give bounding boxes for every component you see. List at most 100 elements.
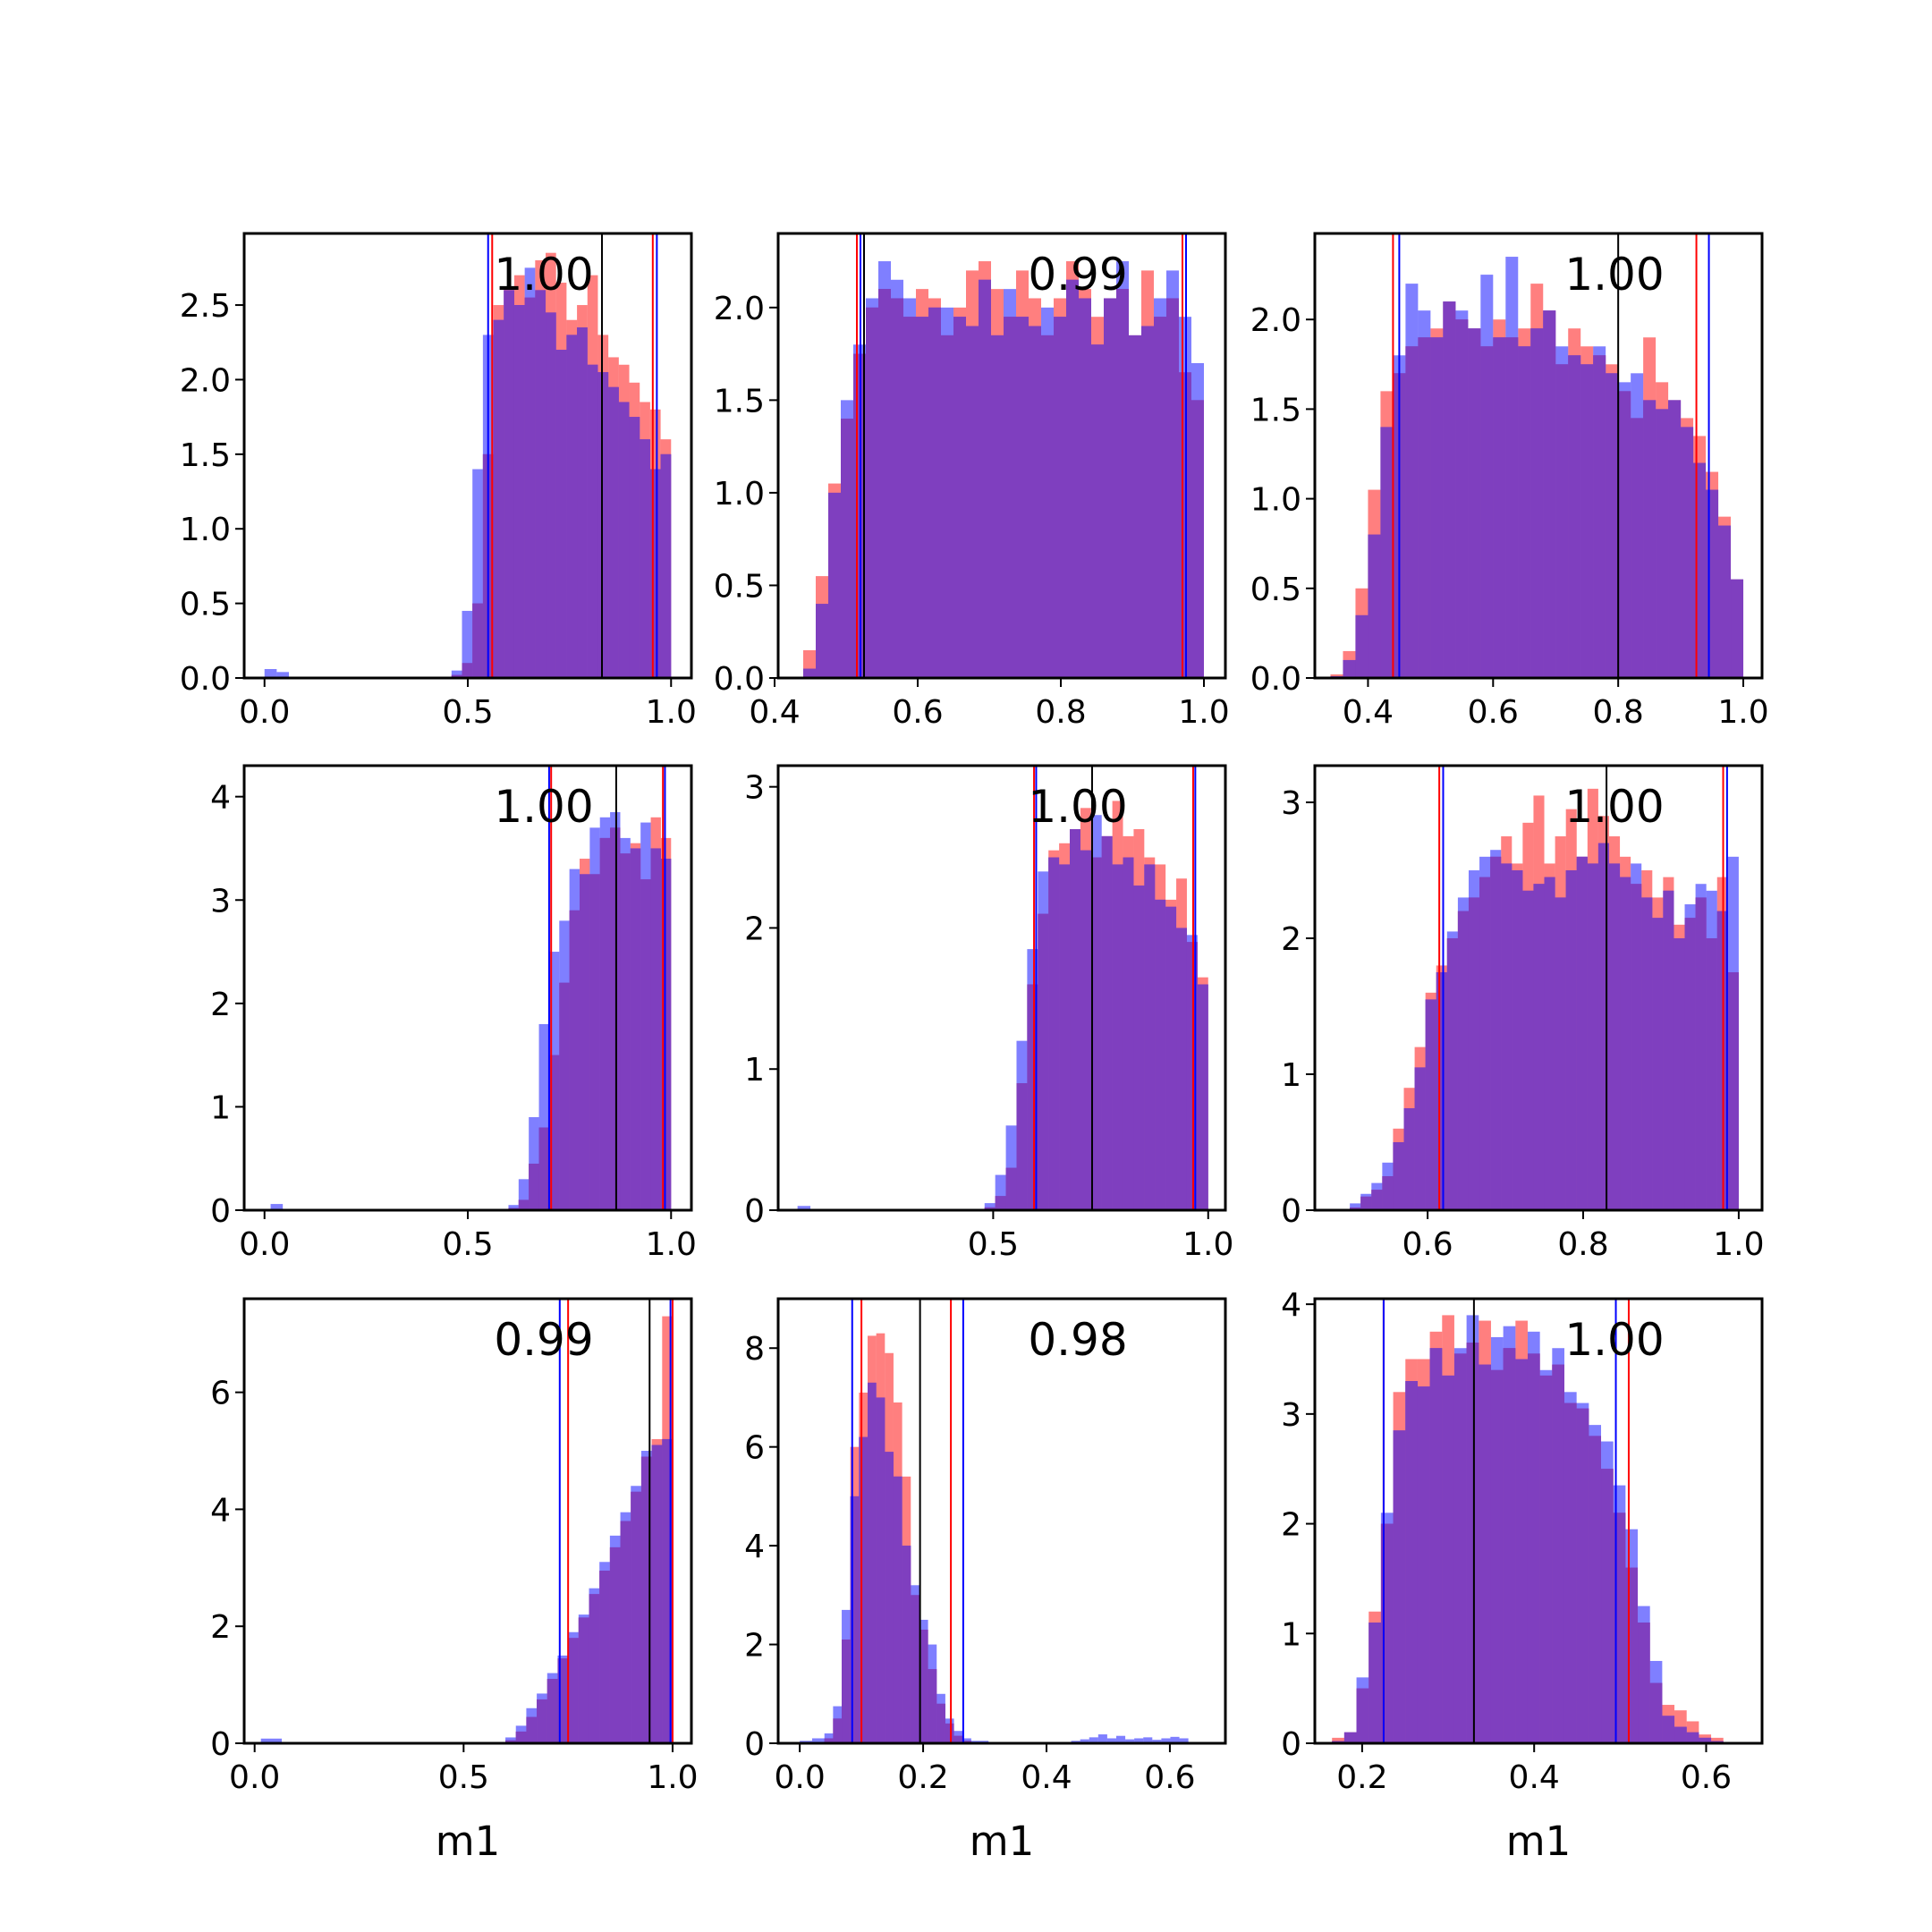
overlap-bar-28 (1154, 317, 1166, 678)
panel-8: 0.0 0.2 0.4 0.6 0 2 4 6 8 0.98 m1 (744, 1297, 1227, 1865)
y-tick-label: 4 (210, 1492, 231, 1529)
x-tick-label: 0.8 (1035, 694, 1086, 731)
overlap-bar-12 (631, 1491, 641, 1743)
overlap-bar-7 (1418, 337, 1431, 678)
overlap-bar-8 (1429, 1348, 1443, 1743)
panel-2: 0.4 0.6 0.8 1.0 0.0 0.5 1.0 1.5 2.0 0.99 (714, 232, 1230, 731)
overlap-bar-35 (1727, 972, 1739, 1210)
overlap-bar-15 (991, 335, 1004, 678)
y-tick-label: 0.5 (180, 587, 231, 623)
overlap-bar-10 (555, 350, 567, 678)
panel-9: 0.2 0.4 0.6 0 1 2 3 4 1.00 m1 (1281, 1287, 1764, 1865)
overlap-bar-12 (1479, 877, 1491, 1210)
overlap-bar-7 (1425, 999, 1436, 1210)
overlap-bar-18 (1552, 1364, 1564, 1743)
overlap-bar-29 (1693, 462, 1707, 678)
blue-low-bar-1 (276, 672, 289, 678)
x-tick-label: 0.2 (1336, 1759, 1387, 1796)
overlap-bar-24 (1625, 1567, 1639, 1743)
y-tick-label: 1 (210, 1089, 231, 1126)
overlap-bar-27 (1641, 897, 1653, 1210)
overlap-bar-4 (493, 319, 504, 678)
overlap-bar-18 (1029, 326, 1041, 678)
y-tick-label: 0 (1281, 1726, 1301, 1763)
axes-frame (1313, 232, 1764, 680)
overlap-bar-26 (1649, 1682, 1663, 1743)
overlap-bar-9 (1442, 1375, 1454, 1743)
overlap-bar-11 (1468, 328, 1481, 678)
overlap-bar-3 (1368, 1623, 1381, 1743)
y-tick-label: 0.0 (1250, 661, 1301, 698)
overlap-bar-11 (620, 853, 631, 1210)
panel-annotation: 1.00 (494, 249, 593, 301)
overlap-bar-14 (597, 372, 609, 678)
y-tick-label: 0 (210, 1726, 231, 1763)
overlap-bar-5 (866, 307, 878, 678)
blue-low-bar-0 (260, 1738, 283, 1743)
overlap-bar-14 (979, 279, 991, 678)
x-tick-label: 0.4 (1509, 1759, 1560, 1796)
plot-area (264, 233, 672, 678)
overlap-bar-13 (640, 1456, 652, 1743)
overlap-bar-1 (995, 1196, 1006, 1210)
x-axis-label: m1 (970, 1818, 1034, 1865)
overlap-bar-15 (662, 1438, 673, 1743)
overlap-bar-25 (1638, 1623, 1650, 1743)
overlap-bar-13 (966, 326, 979, 678)
x-tick-label: 1.0 (647, 1759, 698, 1796)
overlap-bar-0 (984, 1207, 996, 1210)
overlap-bar-11 (566, 335, 578, 678)
x-tick-label: 1.0 (1182, 1226, 1233, 1263)
overlap-bar-17 (629, 417, 640, 678)
overlap-bar-10 (1453, 1353, 1467, 1743)
y-tick-label: 1 (744, 1052, 765, 1089)
y-tick-label: 3 (210, 883, 231, 919)
overlap-bar-1 (462, 663, 473, 678)
overlap-bar-16 (1004, 317, 1016, 678)
y-tick-label: 6 (210, 1376, 231, 1412)
overlap-bar-33 (1706, 938, 1717, 1210)
overlap-bar-2 (526, 1716, 538, 1743)
overlap-bar-15 (953, 1735, 963, 1743)
x-tick-label: 1.0 (1717, 694, 1768, 731)
x-tick-label: 0.6 (1402, 1226, 1453, 1263)
plot-area (270, 766, 672, 1210)
plot-area (260, 1299, 674, 1743)
panels-group: 0.0 0.5 1.00.00.51.01.52.02.51.000.4 0.6 0.8… (180, 232, 1769, 1865)
overlap-bar-3 (1016, 1083, 1028, 1210)
panel-7: 0.0 0.5 1.0 0 2 4 6 0.99 m1 (210, 1297, 699, 1865)
panel-annotation: 0.99 (494, 1314, 593, 1366)
overlap-bar-21 (1066, 279, 1079, 678)
overlap-bar-20 (1576, 1408, 1589, 1743)
overlap-bar-30 (1674, 938, 1685, 1210)
y-tick-label: 1.0 (714, 476, 765, 513)
overlap-bar-18 (640, 439, 650, 678)
blue-high-bar-9 (1152, 1740, 1162, 1743)
y-tick-label: 0 (1281, 1193, 1301, 1230)
blue-high-bar-8 (1143, 1737, 1153, 1743)
blue-low-bar-1 (811, 1738, 825, 1743)
overlap-bar-17 (1165, 906, 1177, 1210)
overlap-bar-2 (842, 1640, 851, 1743)
blue-low-bar-0 (797, 1206, 811, 1210)
overlap-bar-19 (1186, 942, 1198, 1210)
overlap-bar-6 (513, 305, 525, 678)
overlap-bar-11 (919, 1629, 928, 1743)
y-tick-label: 2.5 (180, 288, 231, 325)
overlap-bar-7 (524, 297, 536, 678)
x-tick-label: 0.4 (1021, 1759, 1072, 1796)
overlap-bar-20 (660, 453, 672, 678)
overlap-bar-12 (1112, 864, 1123, 1210)
y-tick-label: 0.5 (714, 568, 765, 605)
blue-high-bar-5 (1115, 1735, 1126, 1743)
blue-bar-2 (472, 469, 483, 678)
overlap-bar-28 (1681, 427, 1694, 678)
overlap-bar-14 (945, 1723, 954, 1743)
overlap-bar-9 (902, 1546, 911, 1743)
overlap-bar-24 (1608, 863, 1621, 1210)
overlap-bar-29 (1663, 890, 1674, 1210)
overlap-bar-28 (1674, 1726, 1687, 1743)
y-tick-label: 2 (1281, 1507, 1301, 1544)
overlap-bar-4 (1027, 984, 1038, 1210)
